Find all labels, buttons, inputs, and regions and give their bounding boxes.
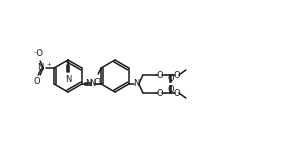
Text: O: O <box>173 89 180 97</box>
Text: +: + <box>46 62 51 68</box>
Text: Cl: Cl <box>93 78 101 87</box>
Text: O: O <box>167 85 174 94</box>
Text: N: N <box>85 79 91 89</box>
Text: O: O <box>156 89 163 97</box>
Text: ⁻O: ⁻O <box>33 49 44 58</box>
Text: N: N <box>133 79 139 89</box>
Text: O: O <box>156 71 163 79</box>
Text: N: N <box>65 75 71 84</box>
Text: O: O <box>34 77 40 86</box>
Text: N: N <box>89 79 95 89</box>
Text: O: O <box>167 74 174 83</box>
Text: O: O <box>173 71 180 79</box>
Text: N: N <box>37 64 43 72</box>
